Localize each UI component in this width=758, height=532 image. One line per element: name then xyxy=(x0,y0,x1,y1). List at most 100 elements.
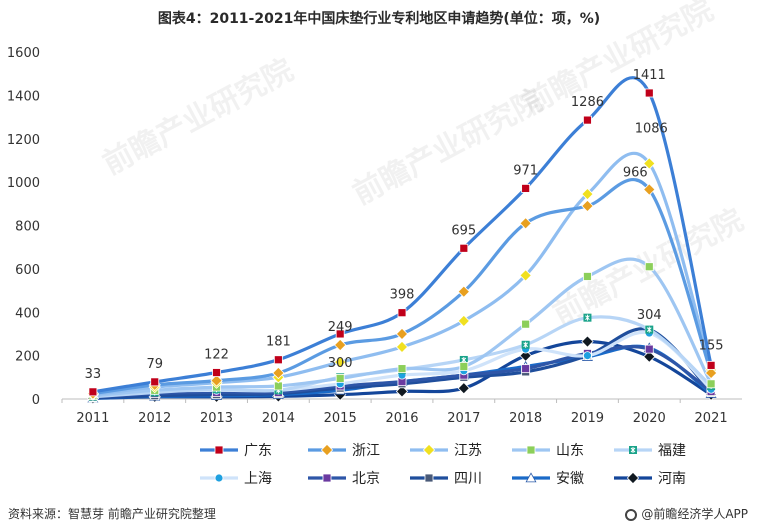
legend-item: 浙江 xyxy=(308,443,380,459)
data-point xyxy=(459,362,469,371)
legend-label: 浙江 xyxy=(352,443,380,459)
legend-label: 上海 xyxy=(244,471,272,487)
data-point xyxy=(395,340,409,354)
data-labels: 33 79 122 181 249 300 398 695 971 1286 1411 1086 966… xyxy=(85,68,724,382)
data-point xyxy=(644,262,654,272)
legend-marker xyxy=(422,443,436,457)
data-point xyxy=(150,377,160,387)
brand-credit: @前瞻经济学人APP xyxy=(625,505,748,522)
data-point xyxy=(645,325,654,334)
data-point xyxy=(521,319,531,329)
series-line xyxy=(91,257,713,398)
legend-label: 山东 xyxy=(556,443,584,459)
y-tick-label: 1000 xyxy=(7,176,40,191)
source-note: 资料来源：智慧芽 前瞻产业研究院整理 xyxy=(8,507,216,521)
brand-text: @前瞻经济学人APP xyxy=(641,507,748,521)
data-point xyxy=(583,351,592,361)
data-point xyxy=(334,338,347,352)
data-label: 155 xyxy=(699,338,724,353)
legend-item: 安徽 xyxy=(512,471,584,487)
data-label: 695 xyxy=(451,223,476,238)
data-point xyxy=(643,350,656,363)
legend-marker xyxy=(424,473,434,483)
watermark-text: 前瞻产业研究院 xyxy=(97,53,299,182)
data-label: 1286 xyxy=(571,95,604,110)
data-point xyxy=(521,184,531,193)
y-tick-label: 1200 xyxy=(7,133,40,148)
y-tick-label: 400 xyxy=(15,306,40,321)
data-label: 1086 xyxy=(635,121,668,136)
data-point xyxy=(457,314,470,328)
data-point xyxy=(335,329,345,339)
watermark-text: 前瞻产业研究院 xyxy=(347,83,549,212)
data-point xyxy=(644,344,654,354)
data-point xyxy=(581,199,594,213)
legend-label: 北京 xyxy=(352,471,380,487)
legend-label: 江苏 xyxy=(454,443,482,459)
data-point xyxy=(583,272,592,281)
data-label: 971 xyxy=(513,163,538,178)
data-point xyxy=(397,364,407,374)
data-point xyxy=(457,381,470,395)
x-tick-label: 2014 xyxy=(262,411,295,426)
legend-item: 河南 xyxy=(614,471,686,487)
data-point xyxy=(212,368,221,377)
data-label: 33 xyxy=(85,367,102,382)
legend-item: 山东 xyxy=(512,443,584,459)
data-label: 122 xyxy=(204,348,229,363)
x-tick-label: 2021 xyxy=(695,411,728,426)
legend-marker xyxy=(626,471,640,485)
data-label: 1411 xyxy=(633,68,666,83)
y-tick-label: 1400 xyxy=(7,89,40,104)
chart-axes: 0 200 400 600 800 1000 1200 1400 1600 2011 2012 201… xyxy=(7,46,742,426)
data-point xyxy=(210,374,223,387)
data-label: 304 xyxy=(637,308,662,323)
x-tick-label: 2017 xyxy=(447,411,480,426)
chart-title: 图表4：2011-2021年中国床垫行业专利地区申请趋势(单位：项，%) xyxy=(157,11,601,27)
legend-item: 四川 xyxy=(410,471,482,487)
data-label: 398 xyxy=(390,288,415,303)
data-point xyxy=(704,366,718,380)
data-point xyxy=(457,285,470,298)
x-tick-label: 2018 xyxy=(509,411,542,426)
data-point xyxy=(643,183,656,196)
x-tick-label: 2013 xyxy=(200,411,233,426)
data-point xyxy=(583,115,592,125)
data-point xyxy=(395,385,409,398)
legend-marker xyxy=(214,473,224,483)
x-tick-label: 2012 xyxy=(138,411,171,426)
data-point xyxy=(581,335,594,348)
legend-label: 广东 xyxy=(244,443,272,459)
y-tick-label: 0 xyxy=(32,393,40,408)
legend-item: 北京 xyxy=(308,471,380,487)
data-point xyxy=(459,355,468,364)
data-point xyxy=(643,157,656,170)
x-tick-label: 2016 xyxy=(385,411,418,426)
data-point xyxy=(273,355,283,365)
y-tick-label: 1600 xyxy=(7,46,40,61)
y-tick-label: 200 xyxy=(15,350,40,365)
x-tick-label: 2011 xyxy=(76,411,109,426)
data-point xyxy=(397,308,407,318)
data-point xyxy=(519,217,532,230)
brand-logo-icon xyxy=(625,509,638,521)
data-point xyxy=(706,379,716,389)
x-tick-label: 2019 xyxy=(571,411,604,426)
series-line xyxy=(91,327,713,400)
legend-label: 福建 xyxy=(658,443,686,459)
x-tick-label: 2020 xyxy=(633,411,666,426)
legend-item: 上海 xyxy=(200,471,272,487)
data-point xyxy=(334,355,347,369)
legend-marker xyxy=(629,446,637,454)
y-tick-label: 600 xyxy=(15,263,40,278)
data-point xyxy=(521,340,530,349)
data-point xyxy=(706,360,716,370)
legend-marker xyxy=(214,445,224,455)
data-point xyxy=(644,88,654,98)
legend-marker xyxy=(526,445,536,455)
data-label: 300 xyxy=(328,356,353,371)
legend-label: 安徽 xyxy=(556,471,584,487)
legend-marker xyxy=(525,472,537,483)
